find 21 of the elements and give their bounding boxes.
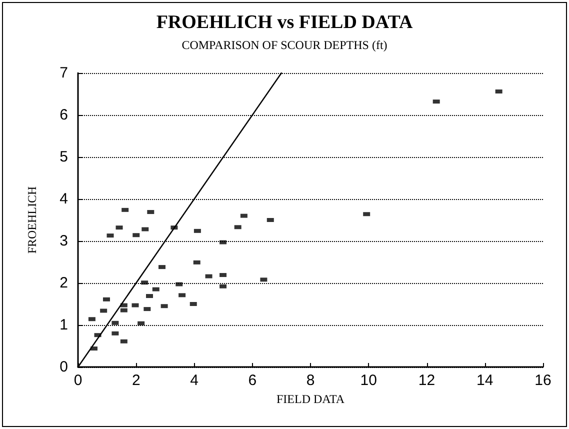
- chart-subtitle: COMPARISON OF SCOUR DEPTHS (ft): [182, 38, 388, 52]
- y-tick-label: 0: [60, 358, 68, 376]
- y-tick-label: 7: [60, 64, 68, 82]
- x-tick-label: 14: [476, 372, 494, 389]
- y-tick-label: 5: [60, 148, 68, 166]
- x-tick-label: 6: [248, 372, 257, 389]
- y-tick-label: 6: [60, 106, 68, 124]
- y-tick-label: 1: [60, 316, 68, 334]
- x-tick-label: 10: [360, 372, 377, 389]
- x-axis-title: FIELD DATA: [276, 392, 345, 406]
- y-tick-label: 4: [60, 190, 68, 208]
- x-tick-label: 12: [418, 372, 436, 389]
- y-tick-label: 2: [60, 274, 68, 292]
- x-tick-label: 0: [74, 372, 82, 389]
- x-tick-label: 8: [306, 372, 315, 389]
- x-tick-label: 2: [132, 372, 140, 389]
- y-axis-title: FROEHLICH: [25, 186, 39, 254]
- chart-title: FROEHLICH vs FIELD DATA: [156, 12, 413, 33]
- x-tick-label: 16: [534, 372, 552, 389]
- y-tick-label: 3: [60, 232, 68, 250]
- x-tick-label: 4: [190, 372, 198, 389]
